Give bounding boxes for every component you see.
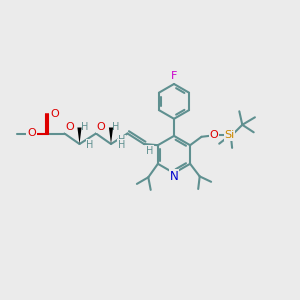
Text: H: H	[118, 140, 125, 150]
Text: H: H	[118, 135, 126, 145]
Text: O: O	[210, 130, 218, 140]
Text: H: H	[146, 146, 153, 156]
Text: F: F	[171, 70, 177, 81]
Text: H: H	[81, 122, 88, 132]
Text: O: O	[97, 122, 106, 132]
Text: H: H	[112, 122, 120, 132]
Text: H: H	[86, 140, 94, 150]
Text: O: O	[50, 109, 59, 119]
Polygon shape	[109, 128, 113, 144]
Text: O: O	[27, 128, 36, 139]
Text: N: N	[169, 170, 178, 183]
Text: Si: Si	[225, 130, 235, 140]
Polygon shape	[77, 128, 82, 144]
Text: O: O	[65, 122, 74, 132]
